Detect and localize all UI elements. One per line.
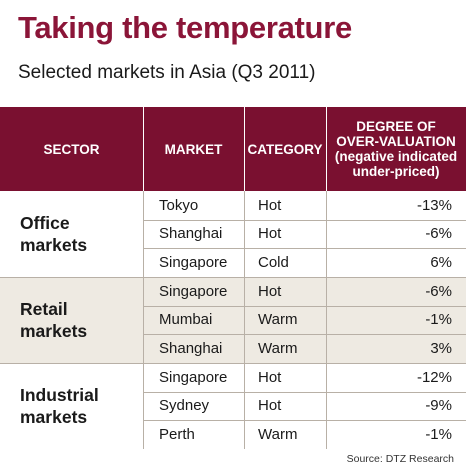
chart-subtitle: Selected markets in Asia (Q3 2011)	[18, 62, 316, 83]
row-divider	[143, 306, 466, 307]
category-cell: Hot	[258, 368, 282, 386]
sector-label-line: Office	[20, 213, 70, 233]
market-cell: Mumbai	[159, 311, 213, 329]
market-cell: Singapore	[159, 254, 228, 272]
table-row: Singapore Cold 6%	[143, 248, 466, 277]
header-over-valuation: DEGREE OF OVER-VALUATION (negative indic…	[326, 107, 466, 191]
over-valuation-cell: -12%	[416, 368, 452, 386]
sector-label-line: markets	[20, 321, 88, 341]
over-valuation-cell: -13%	[416, 196, 452, 214]
market-cell: Singapore	[159, 368, 228, 386]
table-row: Singapore Hot -12%	[143, 363, 466, 392]
market-cell: Tokyo	[159, 196, 199, 214]
data-table: SECTOR MARKET CATEGORY DEGREE OF OVER-VA…	[0, 107, 466, 449]
column-divider	[143, 277, 144, 363]
header-market: MARKET	[164, 141, 223, 157]
over-valuation-cell: -6%	[425, 225, 452, 243]
over-valuation-cell: 6%	[430, 254, 452, 272]
category-cell: Hot	[258, 397, 282, 415]
over-valuation-cell: 3%	[430, 340, 452, 358]
row-divider	[143, 248, 466, 249]
category-cell: Hot	[258, 282, 282, 300]
table-row: Perth Warm -1%	[143, 420, 466, 449]
table-row: Sydney Hot -9%	[143, 392, 466, 421]
table-row: Shanghai Hot -6%	[143, 220, 466, 249]
header-divider	[143, 107, 144, 191]
category-cell: Hot	[258, 196, 282, 214]
market-cell: Shanghai	[159, 225, 223, 243]
sector-label: Retail markets	[20, 277, 87, 363]
sector-label-line: Retail	[20, 299, 68, 319]
category-cell: Warm	[258, 311, 298, 329]
sector-label: Industrial markets	[20, 363, 99, 449]
header-over-line: (negative indicated	[334, 149, 458, 164]
sector-group: Industrial markets Singapore Hot -12% Sydney H…	[0, 363, 466, 449]
header-divider	[244, 107, 245, 191]
over-valuation-cell: -1%	[425, 426, 452, 444]
source-note: Source: DTZ Research	[346, 453, 454, 465]
over-valuation-cell: -6%	[425, 282, 452, 300]
row-divider	[143, 392, 466, 393]
row-divider	[143, 334, 466, 335]
column-divider	[244, 363, 245, 449]
table-row: Singapore Hot -6%	[143, 277, 466, 306]
over-valuation-cell: -9%	[425, 397, 452, 415]
column-divider	[326, 363, 327, 449]
category-cell: Cold	[258, 254, 289, 272]
group-divider	[0, 277, 466, 278]
row-divider	[143, 420, 466, 421]
category-cell: Warm	[258, 426, 298, 444]
market-cell: Sydney	[159, 397, 210, 415]
header-over-line: OVER-VALUATION	[336, 134, 456, 149]
header-over-line: DEGREE OF	[356, 119, 436, 134]
column-divider	[244, 277, 245, 363]
header-divider	[326, 107, 327, 191]
category-cell: Hot	[258, 225, 282, 243]
category-cell: Warm	[258, 340, 298, 358]
column-divider	[143, 363, 144, 449]
column-divider	[143, 191, 144, 277]
row-divider	[143, 220, 466, 221]
over-valuation-cell: -1%	[425, 311, 452, 329]
header-over-line: under-priced)	[352, 164, 440, 179]
table-body: Office markets Tokyo Hot -13% Shanghai Hot -6% S…	[0, 191, 466, 449]
group-divider	[0, 363, 466, 364]
sector-label-line: markets	[20, 235, 88, 255]
sector-label-line: markets	[20, 407, 88, 427]
table-row: Tokyo Hot -13%	[143, 191, 466, 220]
header-sector: SECTOR	[43, 141, 100, 157]
header-category: CATEGORY	[247, 141, 323, 157]
sector-label: Office markets	[20, 191, 87, 277]
table-row: Shanghai Warm 3%	[143, 334, 466, 363]
column-divider	[326, 191, 327, 277]
sector-group: Office markets Tokyo Hot -13% Shanghai Hot -6% S…	[0, 191, 466, 277]
sector-label-line: Industrial	[20, 385, 99, 405]
table-header: SECTOR MARKET CATEGORY DEGREE OF OVER-VA…	[0, 107, 466, 191]
sector-group: Retail markets Singapore Hot -6% Mumbai Warm -1…	[0, 277, 466, 363]
market-cell: Perth	[159, 426, 195, 444]
column-divider	[244, 191, 245, 277]
market-cell: Shanghai	[159, 340, 223, 358]
column-divider	[326, 277, 327, 363]
chart-title: Taking the temperature	[18, 10, 352, 45]
market-cell: Singapore	[159, 282, 228, 300]
table-row: Mumbai Warm -1%	[143, 306, 466, 335]
